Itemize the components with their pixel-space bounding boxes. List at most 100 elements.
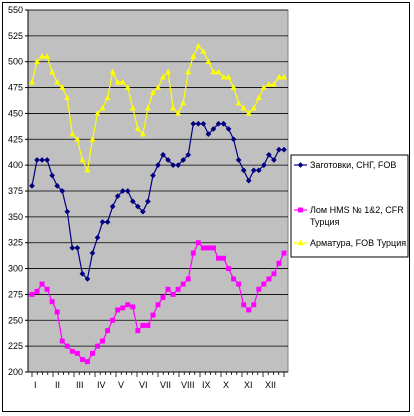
y-tick-label: 475 [8,83,23,93]
data-point [154,84,162,90]
data-point [175,109,182,116]
data-point [104,94,111,101]
data-point [276,260,282,266]
data-point [230,136,237,143]
data-point [225,125,232,132]
data-point [160,151,166,158]
data-point [195,120,202,127]
data-point [205,58,212,64]
data-point [160,73,167,80]
y-tick-label: 325 [8,238,23,248]
data-point [241,302,247,308]
data-point [99,104,106,111]
data-point [190,250,196,256]
legend-marker [297,239,304,246]
data-point [170,162,177,169]
data-point [231,276,237,282]
data-point [190,120,197,127]
data-point [149,89,156,95]
y-tick-label: 450 [8,108,23,118]
data-point [266,276,272,282]
data-point [28,78,36,85]
data-point [84,359,90,365]
data-point [165,68,172,75]
data-point [124,188,131,194]
data-point [54,78,61,85]
data-point [195,240,201,246]
legend-marker [297,162,304,168]
data-point [145,323,151,328]
data-point [64,208,71,215]
data-point [94,234,101,241]
data-point [124,84,131,90]
data-point [64,343,70,349]
data-point [210,125,217,132]
legend-entry-3: Арматура, FOB Турция [294,238,406,248]
data-point [134,203,141,210]
data-point [226,266,232,272]
data-point [144,198,151,205]
legend-label: Заготовки, СНГ, FOB [310,160,396,170]
data-point [240,104,247,111]
data-point [175,286,181,292]
data-point [115,307,121,313]
data-point [74,244,81,251]
data-point [260,162,267,169]
data-point [114,193,121,200]
data-point [129,198,136,205]
data-point [256,286,262,292]
data-point [49,68,56,75]
data-point [44,157,51,163]
data-point [69,244,76,251]
x-tick-label: X [223,380,229,390]
data-point [275,73,282,80]
data-point [89,135,96,142]
data-point [230,84,237,90]
data-point [220,120,227,127]
data-point [79,156,86,163]
data-point [114,78,121,85]
data-point [251,302,257,308]
x-tick-label: IV [97,380,106,390]
data-point [54,182,61,189]
data-point [64,94,71,101]
data-point [215,120,222,127]
legend-marker [298,207,303,213]
data-point [260,84,267,90]
x-tick-label: XII [265,380,276,390]
data-point [90,350,95,356]
data-point [210,68,217,75]
data-point [185,68,192,75]
y-tick-label: 500 [8,57,23,67]
data-point [134,125,141,132]
data-point [39,53,46,59]
data-point [39,157,46,163]
data-point [235,99,242,106]
data-point [235,157,242,163]
data-point [180,99,187,106]
data-point [236,281,242,287]
data-point [125,302,131,308]
data-point [185,276,191,282]
data-point [150,172,156,179]
series-1 [29,120,287,282]
data-point [94,109,101,116]
x-tick-label: II [55,380,60,390]
data-point [74,350,80,356]
data-point [109,68,116,75]
data-point [59,188,66,194]
data-point [74,135,81,142]
y-tick-label: 425 [8,134,23,144]
data-point [79,357,85,363]
data-point [170,291,176,297]
data-point [99,219,106,225]
data-point [261,281,267,287]
data-point [84,275,91,282]
data-point [119,188,126,194]
data-point [49,299,55,305]
y-tick-label: 225 [8,341,23,351]
data-point [250,167,257,174]
x-tick-label: VII [160,380,171,390]
series-3 [28,42,288,173]
